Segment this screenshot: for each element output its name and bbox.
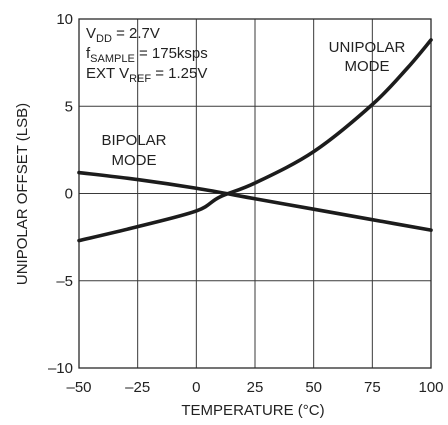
unipolar-mode-label-line2: MODE [345, 58, 390, 75]
x-axis-label: TEMPERATURE (°C) [181, 402, 324, 419]
x-tick-label: 100 [418, 379, 443, 396]
x-tick-label: –50 [66, 379, 91, 396]
x-tick-label: 50 [305, 379, 322, 396]
y-tick-labels: –10 –5 0 5 10 [48, 11, 73, 377]
bipolar-mode-label-line2: MODE [112, 152, 157, 169]
y-axis-label: UNIPOLAR OFFSET (LSB) [14, 103, 31, 285]
bipolar-mode-label-line1: BIPOLAR [101, 132, 166, 149]
y-tick-label: 0 [65, 186, 73, 203]
x-tick-label: 75 [364, 379, 381, 396]
condition-line-3: EXT VREF = 1.25V [86, 65, 207, 85]
y-tick-label: 10 [56, 11, 73, 28]
plot-frame [78, 18, 432, 369]
bipolar-mode-line [77, 170, 433, 232]
unipolar-mode-label-line1: UNIPOLAR [329, 39, 406, 56]
grid-lines [79, 19, 431, 368]
y-tick-label: –10 [48, 360, 73, 377]
x-tick-label: 0 [192, 379, 200, 396]
condition-line-2: fSAMPLE = 175ksps [86, 45, 208, 65]
x-tick-label: –25 [125, 379, 150, 396]
unipolar-mode-line [77, 38, 433, 243]
x-tick-labels: –50 –25 0 25 50 75 100 [66, 379, 443, 396]
x-tick-label: 25 [247, 379, 264, 396]
y-tick-label: 5 [65, 98, 73, 115]
condition-line-1: VDD = 2.7V [86, 25, 160, 45]
y-tick-label: –5 [56, 273, 73, 290]
series-lines [77, 38, 433, 243]
